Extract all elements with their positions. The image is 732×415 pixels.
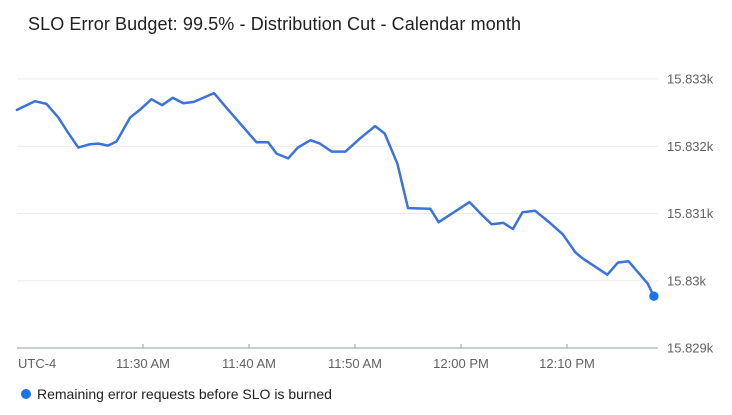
y-axis-tick-label: 15.831k — [667, 206, 714, 221]
y-axis-tick-label: 15.83k — [667, 273, 707, 288]
x-axis-tick-label: 12:10 PM — [539, 356, 595, 371]
legend-item[interactable]: Remaining error requests before SLO is b… — [21, 386, 332, 402]
legend-label: Remaining error requests before SLO is b… — [37, 386, 332, 402]
y-axis-tick-label: 15.833k — [667, 72, 714, 87]
x-axis-tick-label: 11:30 AM — [116, 356, 170, 371]
timezone-label: UTC-4 — [18, 356, 56, 371]
legend-series-dot-icon — [21, 389, 31, 399]
series-endpoint-marker[interactable] — [649, 291, 659, 301]
y-axis-tick-label: 15.832k — [667, 139, 714, 154]
series-line[interactable] — [15, 91, 656, 298]
x-axis-tick-label: 11:50 AM — [328, 356, 382, 371]
y-axis-tick-label: 15.829k — [667, 341, 714, 356]
x-axis-tick-label: 12:00 PM — [433, 356, 489, 371]
chart-title: SLO Error Budget: 99.5% - Distribution C… — [28, 14, 522, 34]
x-axis-tick-label: 11:40 AM — [222, 356, 276, 371]
